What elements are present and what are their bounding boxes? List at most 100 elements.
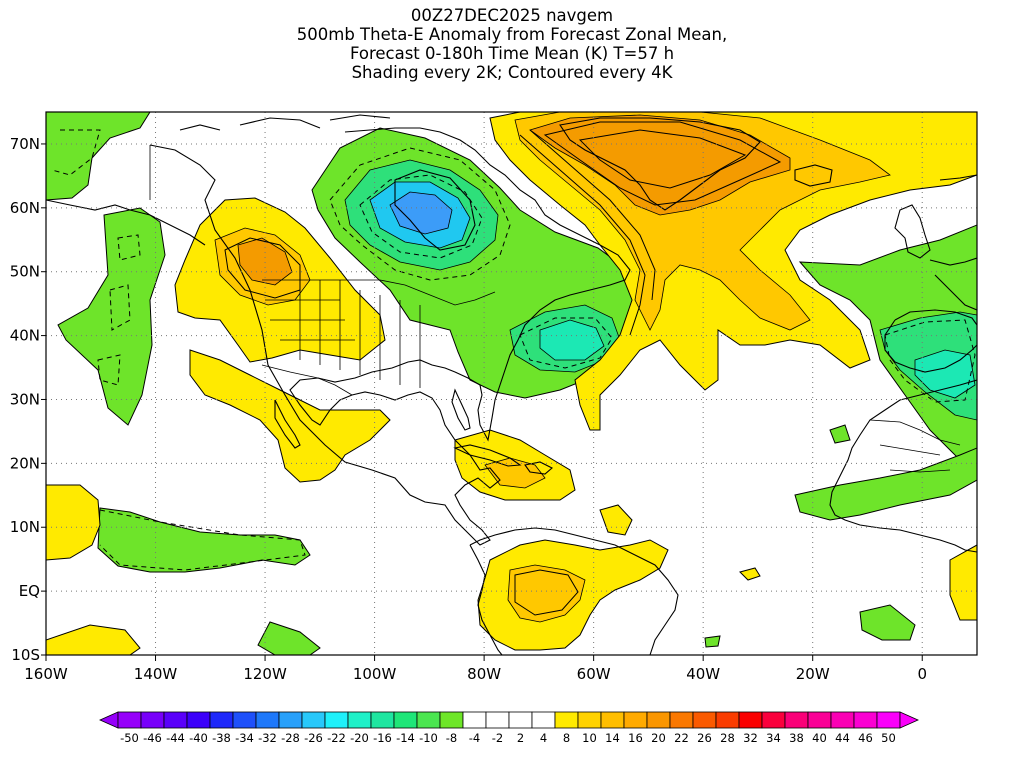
colorbar-label: 50 [881, 731, 896, 745]
colorbar-swatch [600, 711, 625, 729]
title-line-3: Forecast 0-180h Time Mean (K) T=57 h [349, 44, 675, 63]
y-tick-label: 20N [10, 454, 40, 472]
coast-hudson-bay [394, 169, 476, 251]
colorbar-swatch [255, 711, 280, 729]
colorbar-swatch [830, 711, 855, 729]
colorbar-swatch [554, 711, 579, 729]
coast-arctic-islands [179, 114, 391, 131]
solid-contour-atlantic-streamer [519, 134, 646, 336]
yellow-region-tropical-atlantic [739, 567, 761, 581]
green-region-west-africa [794, 447, 977, 521]
title-line-1: 00Z27DEC2025 navgem [410, 6, 614, 25]
colorbar-swatch [232, 711, 257, 729]
x-tick-label: 0 [917, 665, 927, 683]
dashed-contour-iberia [884, 319, 976, 403]
colorbar-label: 2 [517, 731, 524, 745]
dashed-contour-tropical-pacific [99, 509, 306, 571]
colorbar-swatch [738, 711, 763, 729]
colorbar-label: -44 [166, 731, 185, 745]
y-axis: 70N 60N 50N 40N 30N 20N 10N EQ 10S [10, 135, 46, 664]
colorbar-label: -50 [120, 731, 139, 745]
colorbar-swatch [370, 711, 395, 729]
strong-positive-cores [214, 112, 891, 623]
chart-title-block: 00Z27DEC2025 navgem 500mb Theta-E Anomal… [0, 6, 1024, 82]
colorbar-label: 34 [766, 731, 781, 745]
negative-contours [51, 129, 976, 571]
map-plot-area [46, 112, 977, 655]
coastlines [46, 114, 977, 655]
y-tick-label: 60N [10, 199, 40, 217]
colorbar-label: 10 [582, 731, 597, 745]
colorbar-arrow-left [99, 711, 119, 729]
colorbar-swatch [278, 711, 303, 729]
solid-contour-south-america [514, 569, 579, 616]
colorbar-swatch [301, 711, 326, 729]
colorbar-label: -26 [304, 731, 323, 745]
colorbar-label: -28 [281, 731, 300, 745]
dashed-contour-canada-inner [359, 174, 483, 259]
y-tick-label: 30N [10, 390, 40, 408]
green-region-mid-atlantic [829, 424, 851, 444]
colorbar-label: -8 [446, 731, 457, 745]
colorbar-swatch [692, 711, 717, 729]
colorbar-swatch [163, 711, 188, 729]
colorbar: -50 -46 -44 -40 -38 -34 -32 -28 -26 -22 -20 -16 -14-… [99, 711, 919, 745]
colorbar-swatch [140, 711, 165, 729]
colorbar-swatch [416, 711, 441, 729]
colorbar-swatch [761, 711, 786, 729]
colorbar-swatch [669, 711, 694, 729]
green-region-south-pacific [257, 621, 321, 655]
us-states-grid [265, 280, 421, 388]
coast-british-isles [894, 204, 931, 259]
yellow-region-mexico [189, 349, 391, 483]
colorbar-label: -46 [143, 731, 162, 745]
coast-cuba [453, 444, 522, 467]
colorbar-label: -14 [396, 731, 415, 745]
colorbar-swatch [117, 711, 142, 729]
coast-florida [451, 388, 471, 431]
green-region-africa-south [704, 635, 721, 648]
colorbar-swatch [807, 711, 832, 729]
x-tick-label: 40W [686, 665, 720, 683]
colorbar-label: 16 [628, 731, 643, 745]
x-tick-label: 140W [134, 665, 178, 683]
positive-contours [224, 121, 782, 616]
y-tick-label: EQ [19, 582, 40, 600]
colorbar-swatch [347, 711, 372, 729]
colorbar-swatch [853, 711, 878, 729]
colorbar-label: 28 [720, 731, 735, 745]
coast-iberia [884, 309, 977, 373]
colorbar-label: -20 [350, 731, 369, 745]
colorbar-label: 44 [835, 731, 850, 745]
y-tick-label: 10S [11, 646, 40, 664]
colorbar-label: 38 [789, 731, 804, 745]
colorbar-label: -4 [469, 731, 480, 745]
title-line-2: 500mb Theta-E Anomaly from Forecast Zona… [296, 25, 728, 44]
colorbar-label: -2 [492, 731, 503, 745]
coast-greenland [559, 117, 761, 211]
green-region-east-pacific [57, 207, 166, 426]
colorbar-label: 22 [674, 731, 689, 745]
colorbar-label: 46 [858, 731, 873, 745]
coast-iceland [794, 164, 833, 187]
colorbar-label: 20 [651, 731, 666, 745]
dashed-contour-atlantic [519, 317, 613, 369]
x-tick-label: 60W [577, 665, 611, 683]
africa-borders [869, 419, 961, 473]
colorbar-label: -16 [373, 731, 392, 745]
dashed-contour-alaska [51, 129, 101, 176]
coast-north-america [149, 127, 631, 546]
political-boundaries [149, 145, 961, 473]
yellow-region-south-pacific [46, 624, 141, 655]
colorbar-label: -38 [212, 731, 231, 745]
coast-south-america-west [469, 544, 503, 655]
y-tick-label: 50N [10, 263, 40, 281]
map-frame [45, 111, 978, 656]
x-tick-label: 20W [796, 665, 830, 683]
colorbar-label: 26 [697, 731, 712, 745]
colorbar-label: -40 [189, 731, 208, 745]
border-us-canada [262, 279, 496, 306]
coast-baja [274, 399, 301, 449]
green-region-alaska [46, 112, 151, 201]
solid-contour-greenland-2 [578, 129, 747, 189]
